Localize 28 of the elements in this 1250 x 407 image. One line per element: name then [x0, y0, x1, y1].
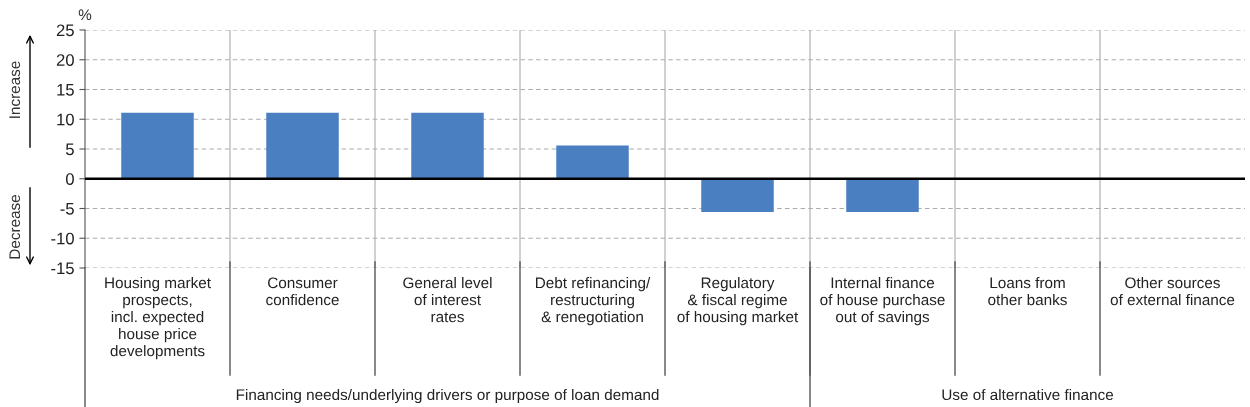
y-tick-label: 5	[65, 143, 74, 156]
y-tick-label: 20	[56, 54, 74, 66]
x-tick-label: Other sources of external finance	[1110, 277, 1235, 306]
bar	[701, 178, 774, 213]
y-tick-label: 10	[57, 113, 74, 126]
x-tick-label: Internal finance of house purchase out of savings	[820, 277, 945, 326]
x-tick-label: Loans from other banks	[988, 277, 1067, 306]
bar	[266, 112, 339, 179]
y-tick-label: 0	[65, 173, 74, 185]
y-axis-title: %	[78, 9, 92, 21]
text: Financing needs/underlying drivers or purpose of loan demand	[236, 388, 659, 404]
bar	[846, 178, 919, 213]
bar	[411, 112, 484, 179]
x-tick-label: Housing market prospects, incl. expected house price developments	[105, 277, 211, 360]
y-tick-label: -10	[51, 232, 74, 245]
bar	[121, 112, 194, 179]
x-tick-label: Debt refinancing/ restructuring & renegotiation	[536, 277, 651, 326]
y-tick-label: 25	[56, 24, 74, 37]
text: Increase	[9, 61, 21, 118]
y-tick-label: -5	[60, 203, 74, 215]
x-tick-label: General level of interest rates	[403, 277, 492, 323]
text: Use of alternative finance	[942, 388, 1114, 401]
text: Decrease	[9, 194, 21, 259]
x-tick-label: Consumer confidence	[266, 277, 339, 306]
y-tick-label: 15	[57, 84, 74, 96]
bar	[556, 145, 629, 179]
x-tick-label: Regulatory & fiscal regime of housing market	[677, 277, 799, 326]
y-tick-label: -15	[51, 262, 74, 275]
